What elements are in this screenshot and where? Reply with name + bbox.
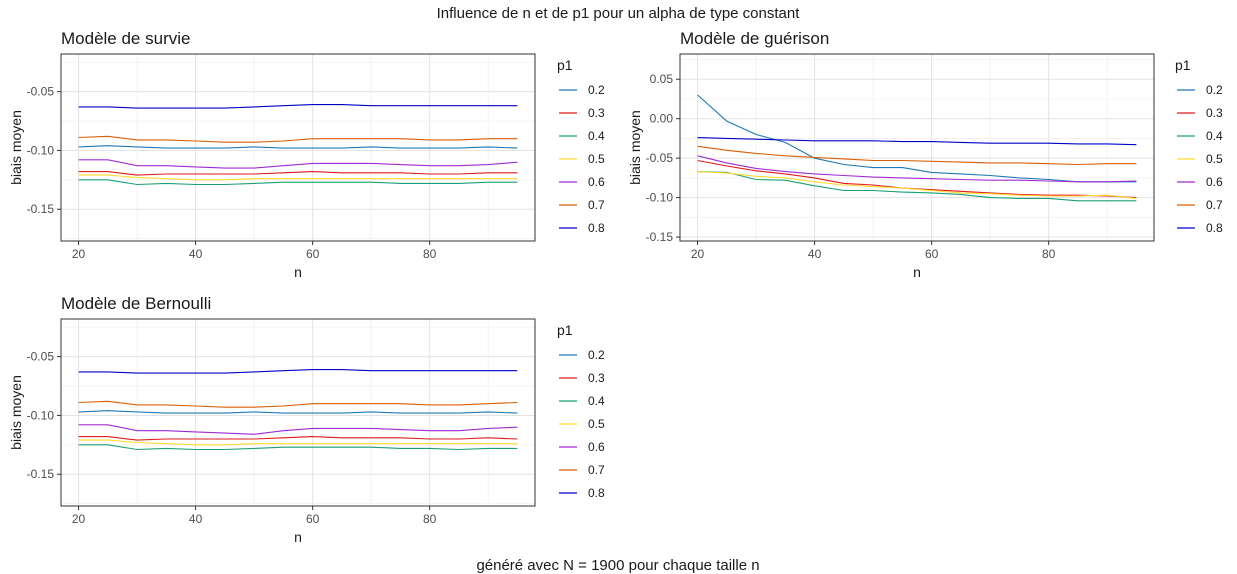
- x-tick-label: 60: [306, 512, 320, 526]
- x-axis-label: n: [294, 264, 302, 280]
- plot-background: [680, 54, 1154, 241]
- series-line-p1-0.4: [697, 171, 1137, 202]
- x-tick-label: 60: [925, 247, 939, 261]
- y-tick-label: -0.15: [646, 230, 674, 244]
- legend-title: p1: [557, 322, 573, 338]
- x-tick-label: 60: [306, 247, 320, 261]
- figure-title: Influence de n et de p1 pour un alpha de…: [437, 5, 801, 22]
- series-line-p1-0.5: [697, 171, 1137, 199]
- x-tick-label: 80: [423, 512, 437, 526]
- legend-title: p1: [1175, 57, 1191, 73]
- y-tick-label: -0.15: [27, 467, 55, 481]
- legend-label: 0.4: [1206, 129, 1223, 143]
- legend-label: 0.8: [1206, 221, 1223, 235]
- series-line-p1-0.2: [78, 145, 518, 149]
- y-tick-label: -0.10: [646, 191, 674, 205]
- legend-label: 0.4: [588, 129, 605, 143]
- legend-label: 0.8: [588, 486, 605, 500]
- series-line-p1-0.7: [78, 400, 518, 408]
- series-line-p1-0.6: [78, 424, 518, 435]
- series-line-p1-0.2: [697, 94, 1137, 183]
- legend-label: 0.3: [588, 371, 605, 385]
- x-tick-label: 80: [1042, 247, 1056, 261]
- legend-label: 0.5: [588, 417, 605, 431]
- y-tick-label: -0.10: [27, 408, 55, 422]
- x-tick-label: 80: [423, 247, 437, 261]
- y-tick-label: 0.05: [650, 72, 674, 86]
- legend-label: 0.3: [588, 106, 605, 120]
- x-axis-label: n: [294, 529, 302, 545]
- series-line-p1-0.3: [78, 171, 518, 176]
- series-line-p1-0.2: [78, 410, 518, 414]
- legend-label: 0.6: [588, 175, 605, 189]
- legend-label: 0.7: [1206, 198, 1223, 212]
- series-line-p1-0.5: [78, 439, 518, 446]
- series-line-p1-0.4: [78, 179, 518, 186]
- y-tick-label: -0.05: [646, 151, 674, 165]
- x-tick-label: 20: [72, 247, 86, 261]
- legend-label: 0.5: [1206, 152, 1223, 166]
- x-tick-label: 20: [691, 247, 705, 261]
- legend-title: p1: [557, 57, 573, 73]
- legend: p1 0.2 0.3 0.4 0.5 0.6 0.7 0.8: [557, 322, 605, 500]
- legend-label: 0.2: [588, 83, 605, 97]
- legend-label: 0.6: [1206, 175, 1223, 189]
- series-line-p1-0.8: [78, 369, 518, 374]
- series-line-p1-0.6: [78, 159, 518, 169]
- x-axis-label: n: [913, 264, 921, 280]
- series-line-p1-0.5: [78, 174, 518, 181]
- series-line-p1-0.7: [697, 145, 1137, 166]
- panel-bernoulli: Modèle de Bernoulli 20 40 60 80 -0.15 -0.10 -0.…: [8, 294, 605, 545]
- x-tick-label: 40: [808, 247, 822, 261]
- series-line-p1-0.8: [78, 104, 518, 109]
- x-tick-label: 20: [72, 512, 86, 526]
- legend: p1 0.2 0.3 0.4 0.5 0.6 0.7 0.8: [557, 57, 605, 235]
- y-axis-label: biais moyen: [8, 110, 24, 185]
- panel-title: Modèle de survie: [61, 29, 190, 48]
- y-axis-label: biais moyen: [8, 375, 24, 450]
- y-tick-label: -0.05: [27, 85, 55, 99]
- y-tick-label: 0.00: [650, 112, 674, 126]
- y-axis-label: biais moyen: [627, 110, 643, 185]
- legend-label: 0.7: [588, 198, 605, 212]
- legend: p1 0.2 0.3 0.4 0.5 0.6 0.7 0.8: [1175, 57, 1223, 235]
- x-tick-label: 40: [189, 512, 203, 526]
- panel-guerison: Modèle de guérison 20 40 60 80 -0.15 -0.10 -0.0…: [627, 29, 1223, 280]
- series-line-p1-0.7: [78, 135, 518, 143]
- y-tick-label: -0.05: [27, 350, 55, 364]
- panel-title: Modèle de guérison: [680, 29, 829, 48]
- panel-border: [60, 53, 536, 242]
- series-line-p1-0.6: [697, 155, 1137, 183]
- legend-label: 0.8: [588, 221, 605, 235]
- series-line-p1-0.8: [697, 137, 1137, 146]
- legend-label: 0.5: [588, 152, 605, 166]
- legend-label: 0.6: [588, 440, 605, 454]
- y-tick-label: -0.15: [27, 202, 55, 216]
- panel-title: Modèle de Bernoulli: [61, 294, 211, 313]
- panel-border: [679, 53, 1155, 242]
- panel-survie: Modèle de survie 20 40 60 80 -0.15 -0.10 -0.05 n…: [8, 29, 605, 280]
- legend-label: 0.2: [588, 348, 605, 362]
- legend-label: 0.3: [1206, 106, 1223, 120]
- legend-label: 0.7: [588, 463, 605, 477]
- panels: Modèle de survie 20 40 60 80 -0.15 -0.10 -0.05 n…: [8, 29, 1223, 545]
- series-line-p1-0.3: [78, 436, 518, 441]
- figure-caption: généré avec N = 1900 pour chaque taille …: [476, 557, 759, 574]
- series-line-p1-0.4: [78, 444, 518, 451]
- legend-label: 0.4: [588, 394, 605, 408]
- y-tick-label: -0.10: [27, 143, 55, 157]
- x-tick-label: 40: [189, 247, 203, 261]
- panel-border: [60, 318, 536, 507]
- legend-label: 0.2: [1206, 83, 1223, 97]
